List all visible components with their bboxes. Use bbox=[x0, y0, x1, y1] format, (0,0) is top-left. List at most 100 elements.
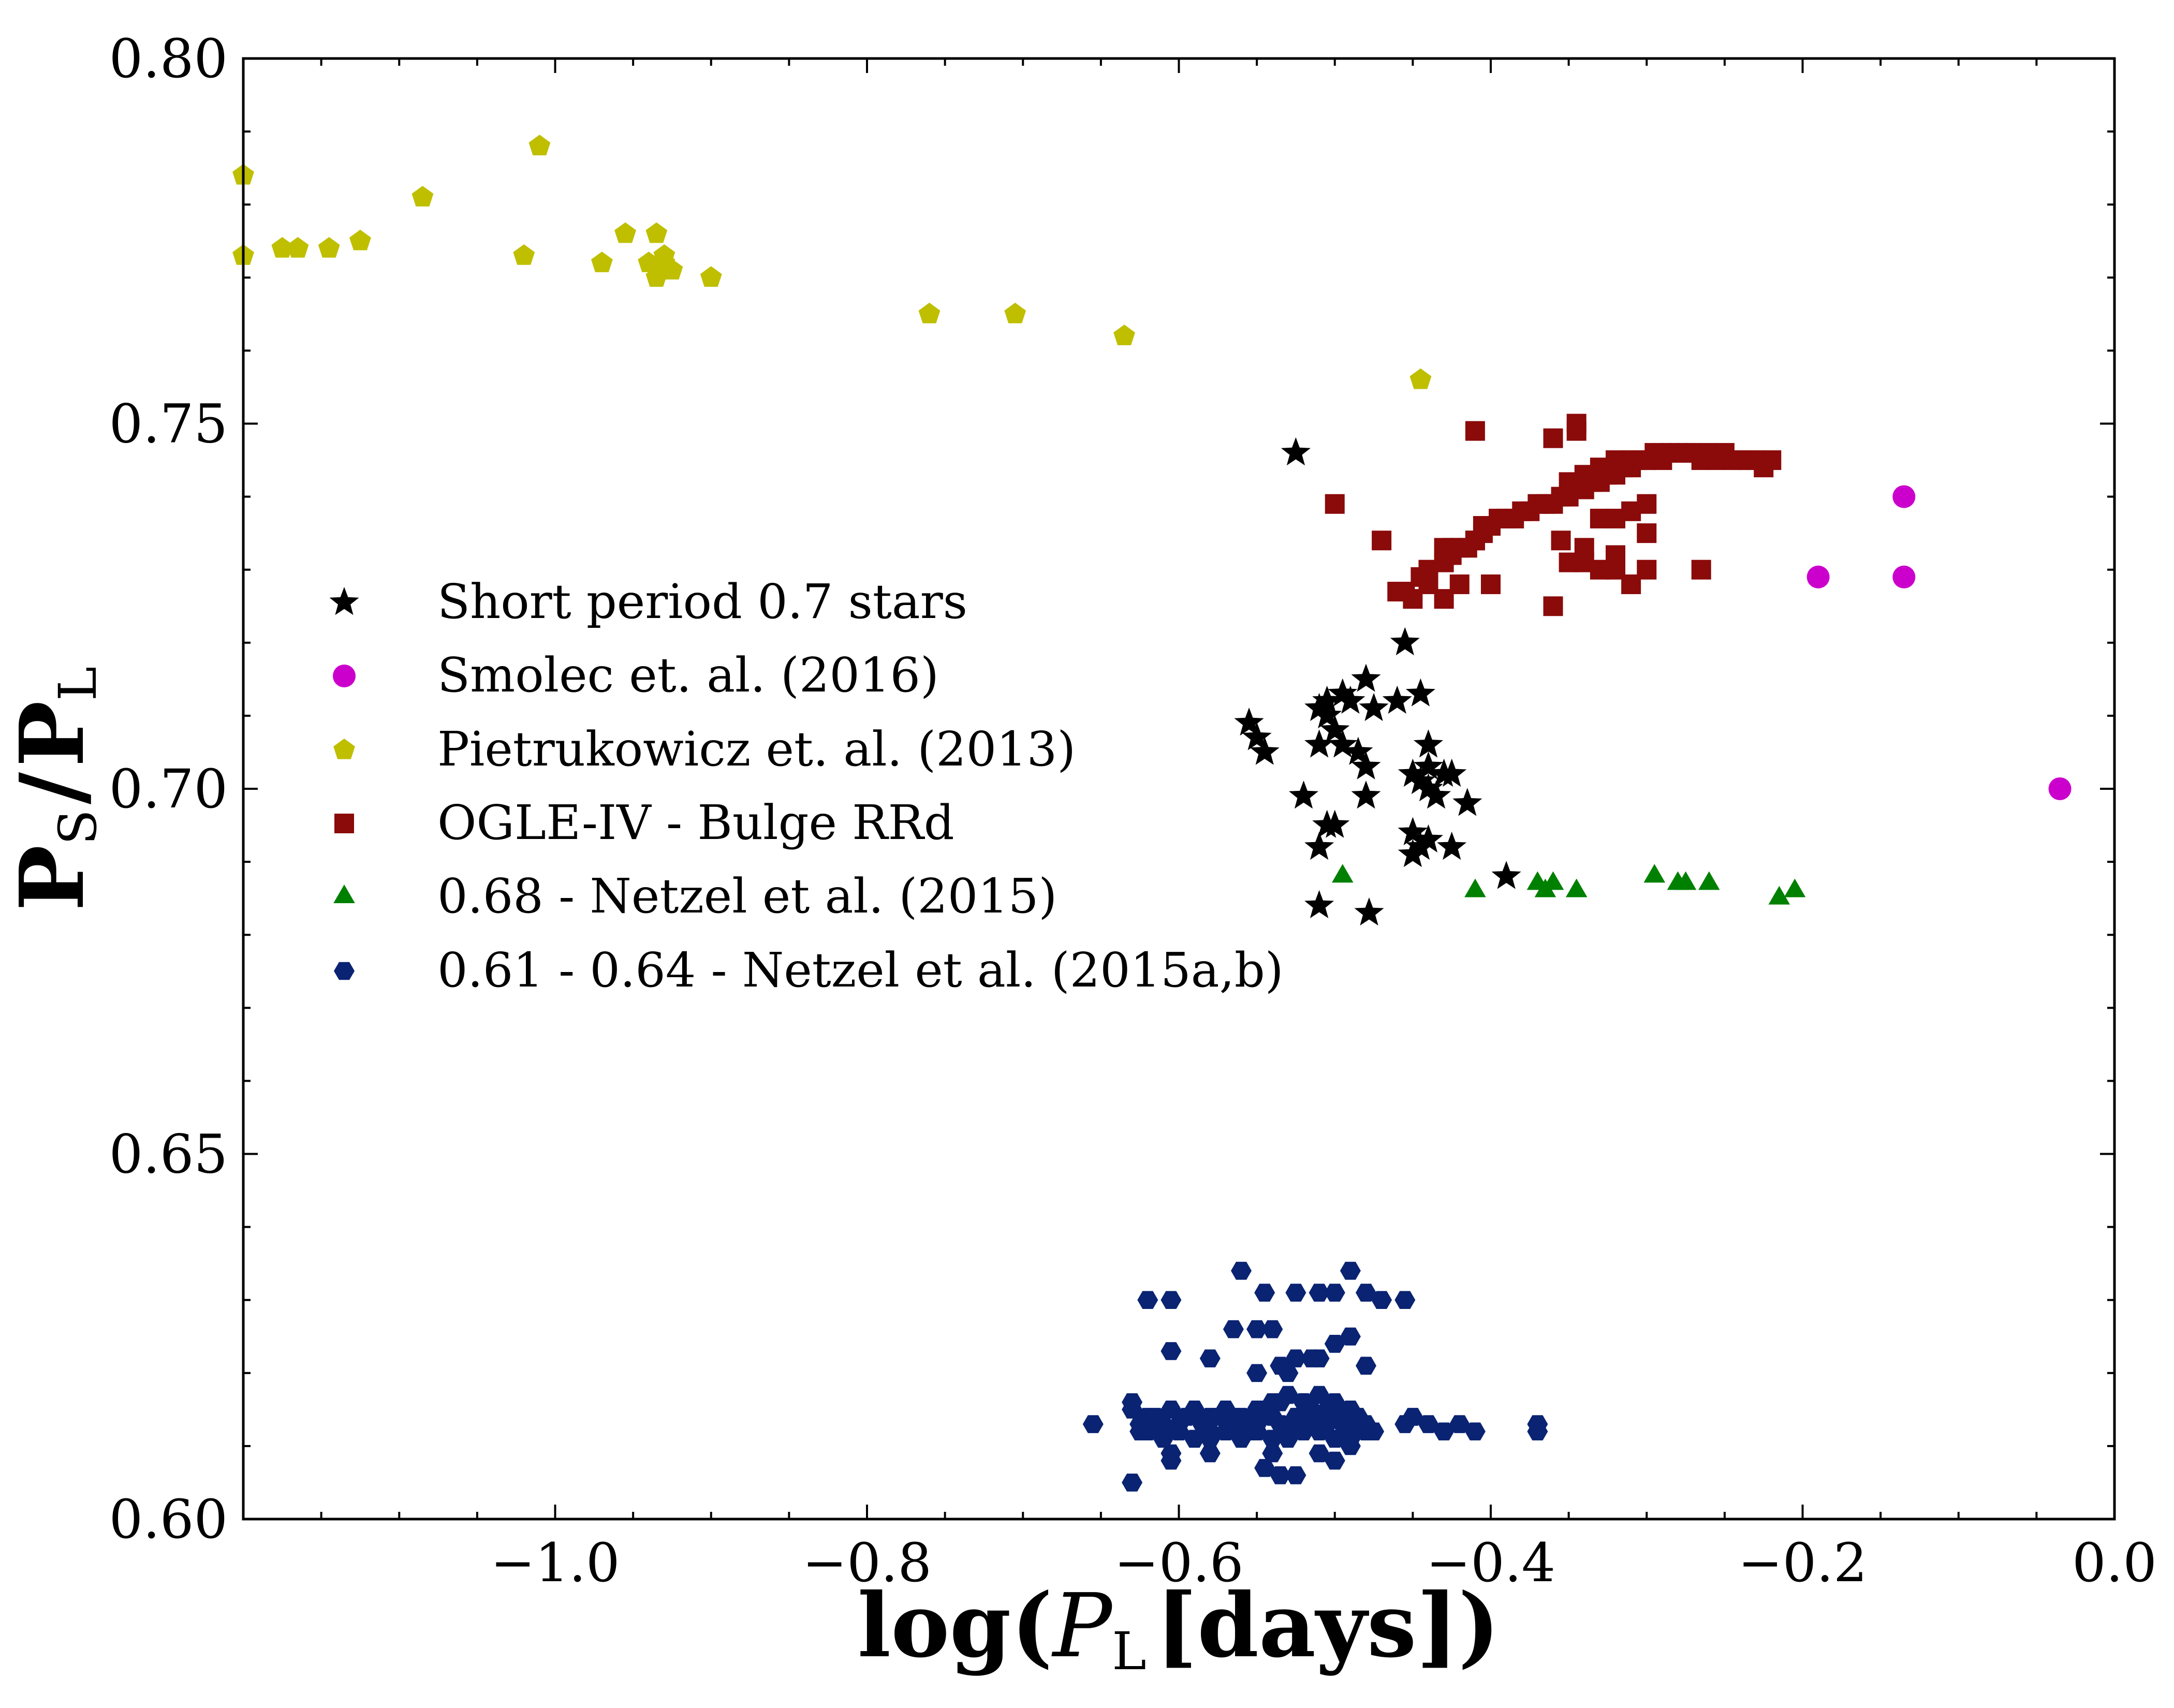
hexagon-data-point bbox=[1246, 1401, 1268, 1419]
hexagon-data-point bbox=[1246, 1320, 1268, 1338]
hexagon-data-point bbox=[1277, 1430, 1299, 1448]
legend-triangle-glyph bbox=[333, 885, 355, 903]
hexagon-data-point bbox=[1231, 1430, 1252, 1448]
hexagon-data-point bbox=[1340, 1437, 1361, 1455]
hexagon-data-point bbox=[1184, 1430, 1205, 1448]
hexagon-data-point bbox=[1527, 1422, 1548, 1440]
star-data-point bbox=[1405, 831, 1435, 860]
star-data-point bbox=[1452, 788, 1482, 816]
pentagon-data-point bbox=[1004, 302, 1026, 323]
legend-entry: 0.61 - 0.64 - Netzel et al. (2015a,b) bbox=[334, 943, 1284, 998]
hexagon-data-point bbox=[1277, 1364, 1299, 1382]
hexagon-data-point bbox=[1153, 1415, 1174, 1433]
hexagon-data-point bbox=[1340, 1261, 1361, 1280]
pentagon-data-point bbox=[349, 229, 371, 251]
pentagon-data-point bbox=[918, 302, 941, 323]
star-data-point bbox=[1304, 890, 1334, 918]
hexagon-data-point bbox=[1254, 1284, 1275, 1302]
x-tick-label: −0.4 bbox=[1426, 1532, 1555, 1594]
y-tick-label: 0.60 bbox=[109, 1489, 228, 1551]
hexagon-data-point bbox=[1324, 1430, 1345, 1448]
triangle-data-point bbox=[1464, 878, 1486, 897]
square-data-point bbox=[1754, 458, 1774, 478]
x-axis-label-var: P bbox=[1051, 1575, 1113, 1677]
star-data-point bbox=[1491, 861, 1521, 889]
star-data-point bbox=[1335, 685, 1365, 714]
pentagon-data-point bbox=[318, 237, 340, 258]
hexagon-data-point bbox=[1324, 1284, 1345, 1302]
y-tick-label: 0.80 bbox=[109, 28, 228, 90]
square-data-point bbox=[1449, 574, 1470, 594]
star-data-point bbox=[1234, 708, 1264, 736]
star-data-point bbox=[1289, 781, 1318, 809]
legend-label: OGLE-IV - Bulge RRd bbox=[437, 795, 954, 850]
star-data-point bbox=[1351, 751, 1381, 779]
pentagon-data-point bbox=[614, 222, 636, 243]
y-axis-label-num-sub: S bbox=[48, 809, 108, 845]
legend-triangle-marker bbox=[333, 885, 355, 903]
pentagon-data-point bbox=[653, 244, 675, 265]
axis-ticks bbox=[242, 57, 2116, 1520]
legend-pentagon-glyph bbox=[333, 739, 355, 759]
triangle-data-point bbox=[1542, 871, 1564, 890]
y-tick-label: 0.75 bbox=[109, 393, 228, 455]
hexagon-data-point bbox=[1223, 1408, 1244, 1426]
square-data-point bbox=[1465, 421, 1485, 441]
hexagon-data-point bbox=[1082, 1415, 1104, 1433]
hexagon-data-point bbox=[1246, 1364, 1268, 1382]
triangle-data-point bbox=[1565, 878, 1588, 897]
star-data-point bbox=[1414, 773, 1443, 802]
legend-circle-glyph bbox=[333, 665, 356, 687]
hexagon-data-point bbox=[1184, 1401, 1205, 1419]
square-data-point bbox=[1543, 596, 1563, 616]
hexagon-data-point bbox=[1324, 1335, 1345, 1353]
pentagon-data-point bbox=[528, 135, 551, 156]
y-axis-label-slash: / bbox=[1, 772, 104, 804]
star-data-point bbox=[1354, 897, 1384, 926]
circle-data-point bbox=[2048, 777, 2072, 800]
hexagon-data-point bbox=[1371, 1291, 1392, 1309]
legend-entry: Pietrukowicz et. al. (2013) bbox=[333, 722, 1076, 777]
hexagon-data-point bbox=[1153, 1430, 1174, 1448]
legend-entry: Short period 0.7 stars bbox=[329, 574, 967, 629]
hexagon-data-point bbox=[1262, 1393, 1283, 1411]
square-data-point bbox=[1543, 428, 1563, 448]
hexagon-data-point bbox=[1270, 1466, 1291, 1484]
star-data-point bbox=[1351, 781, 1381, 809]
star-data-point bbox=[1382, 685, 1412, 714]
square-data-point bbox=[1637, 559, 1657, 580]
pentagon-data-point bbox=[287, 237, 309, 258]
legend-entry: Smolec et. al. (2016) bbox=[333, 647, 939, 703]
hexagon-data-point bbox=[1285, 1466, 1306, 1484]
hexagon-data-point bbox=[1309, 1349, 1330, 1367]
star-data-point bbox=[1414, 751, 1443, 779]
star-data-point bbox=[1398, 817, 1428, 845]
x-tick-label: −0.8 bbox=[802, 1532, 932, 1594]
legend-hexagon-glyph bbox=[334, 962, 355, 980]
star-data-point bbox=[1351, 664, 1381, 692]
star-data-point bbox=[1328, 678, 1358, 706]
hexagon-data-point bbox=[1309, 1444, 1330, 1463]
hexagon-data-point bbox=[1285, 1349, 1306, 1367]
hexagon-data-point bbox=[1161, 1291, 1182, 1309]
y-axis-label: PS/PL bbox=[1, 667, 108, 911]
hexagon-data-point bbox=[1199, 1349, 1221, 1367]
hexagon-data-point bbox=[1285, 1284, 1306, 1302]
legend-circle-marker bbox=[333, 665, 356, 687]
hexagon-data-point bbox=[1356, 1422, 1376, 1440]
star-data-point bbox=[1304, 831, 1334, 860]
legend-label: Pietrukowicz et. al. (2013) bbox=[437, 722, 1076, 777]
hexagon-data-point bbox=[1262, 1430, 1283, 1448]
hexagon-data-point bbox=[1122, 1474, 1143, 1492]
hexagon-data-point bbox=[1324, 1401, 1345, 1419]
hexagon-data-point bbox=[1262, 1444, 1283, 1463]
star-data-point bbox=[1359, 693, 1389, 722]
hexagon-data-point bbox=[1449, 1415, 1470, 1433]
hexagon-data-point bbox=[1262, 1320, 1283, 1338]
y-axis-label-num: P bbox=[1, 845, 104, 911]
y-tick-label: 0.65 bbox=[109, 1124, 228, 1186]
x-tick-label: −0.6 bbox=[1114, 1532, 1243, 1594]
x-axis-label: log(PL [days]) bbox=[858, 1574, 1500, 1682]
triangle-data-point bbox=[1674, 871, 1697, 890]
